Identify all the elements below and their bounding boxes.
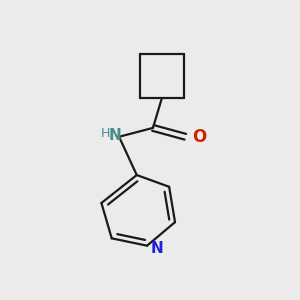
Text: O: O	[192, 128, 206, 146]
Text: H: H	[101, 127, 110, 140]
Text: N: N	[108, 128, 121, 143]
Text: N: N	[151, 241, 163, 256]
